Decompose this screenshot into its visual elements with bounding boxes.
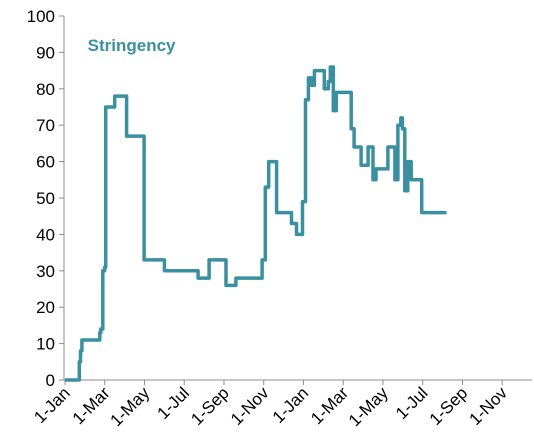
y-tick-label: 40: [36, 225, 55, 244]
x-tick-label: 1-Mar: [307, 383, 352, 428]
x-tick-label: 1-Jan: [269, 383, 313, 427]
x-tick-label: 1-Sep: [187, 383, 233, 429]
series-line-stringency: [65, 65, 447, 382]
x-tick-label: 1-Jul: [392, 383, 431, 422]
y-tick-label: 90: [36, 43, 55, 62]
y-axis: 0 10 20 30 40 50 60 70 80 90 100: [27, 7, 65, 390]
y-tick-label: 70: [36, 116, 55, 135]
y-tick-label: 20: [36, 298, 55, 317]
x-tick-label: 1-May: [345, 383, 392, 430]
y-tick-label: 100: [27, 7, 55, 26]
y-tick-label: 10: [36, 335, 55, 354]
y-tick-label: 0: [46, 371, 55, 390]
x-tick-label: 1-Nov: [227, 383, 273, 429]
x-tick-label: 1-May: [106, 383, 153, 430]
x-tick-label: 1-Nov: [466, 383, 512, 429]
y-tick-label: 30: [36, 262, 55, 281]
series-layer: [65, 65, 447, 382]
x-tick-label: 1-Jul: [154, 383, 193, 422]
y-tick-label: 80: [36, 80, 55, 99]
x-tick-label: 1-Sep: [426, 383, 472, 429]
x-tick-label: 1-Mar: [69, 383, 114, 428]
y-tick-label: 60: [36, 153, 55, 172]
y-tick-label: 50: [36, 189, 55, 208]
series-label-stringency: Stringency: [88, 36, 176, 55]
